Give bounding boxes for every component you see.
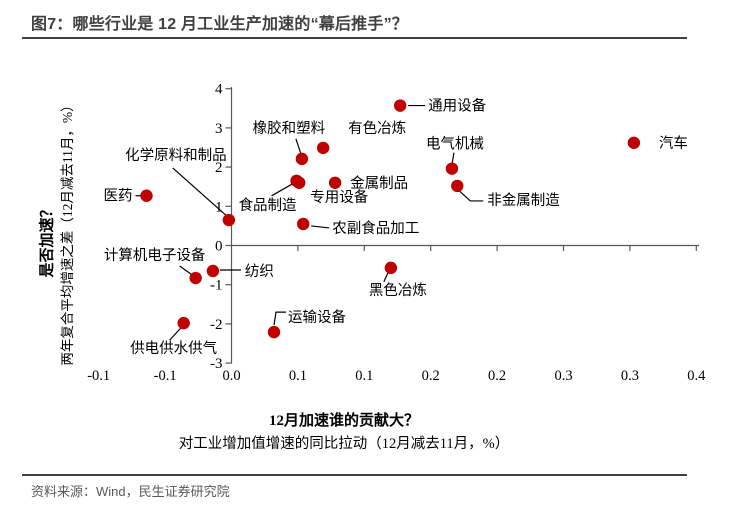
- footer-divider: [22, 474, 687, 476]
- point-label-供电供水供气: 供电供水供气: [130, 340, 217, 357]
- leader-line-非金属制造: [457, 189, 484, 202]
- x-tick-label: 0.2: [488, 368, 506, 384]
- point-label-计算机电子设备: 计算机电子设备: [104, 247, 206, 264]
- x-tick-label: 0.4: [687, 368, 706, 384]
- data-point-运输设备: [267, 325, 281, 339]
- x-tick-label: 0.3: [621, 368, 639, 384]
- leader-line-黑色冶炼: [383, 272, 389, 283]
- y-tick-label: 3: [215, 121, 223, 137]
- point-label-黑色冶炼: 黑色冶炼: [369, 282, 427, 299]
- x-tick-label: -0.1: [87, 368, 110, 384]
- data-point-汽车: [627, 136, 641, 149]
- point-label-橡胶和塑料: 橡胶和塑料: [253, 120, 326, 137]
- x-tick-label: 0.2: [422, 368, 440, 384]
- x-tick-label: -0.1: [154, 368, 177, 384]
- leader-line-橡胶和塑料: [295, 138, 302, 155]
- point-label-汽车: 汽车: [659, 135, 688, 152]
- data-point-黑色冶炼: [384, 261, 398, 275]
- x-tick-label: 0.3: [554, 368, 572, 384]
- y-tick-label: 2: [215, 160, 223, 176]
- point-label-纺织: 纺织: [245, 263, 274, 280]
- figure-title: 图7：哪些行业是 12 月工业生产加速的“幕后推手”？: [31, 16, 408, 33]
- leader-line-化学原料和制品: [172, 167, 228, 217]
- y-tick-label: 0: [215, 239, 223, 255]
- y-axis-title-bold: 是否加速？: [39, 202, 56, 278]
- y-tick-label: 1: [215, 199, 223, 215]
- leader-line-运输设备: [273, 311, 286, 326]
- point-label-医药: 医药: [104, 188, 133, 205]
- data-point-医药: [140, 189, 153, 202]
- data-point-计算机电子设备: [189, 271, 202, 285]
- data-point-纺织: [206, 264, 220, 278]
- x-tick-label: 0.1: [355, 368, 373, 384]
- leader-line-食品制造: [271, 183, 293, 197]
- x-tick-label: 0.1: [289, 368, 307, 384]
- data-point-农副食品加工: [297, 217, 310, 231]
- point-label-金属制品: 金属制品: [350, 175, 408, 192]
- title-divider: [22, 37, 687, 39]
- point-label-电气机械: 电气机械: [426, 136, 484, 153]
- data-point-供电供水供气: [177, 316, 190, 330]
- x-tick-label: 0.0: [222, 368, 240, 384]
- x-axis-title-bold: 12月加速谁的贡献大？: [268, 413, 419, 429]
- y-tick-label: -3: [210, 356, 223, 372]
- point-label-运输设备: 运输设备: [288, 309, 346, 326]
- data-point-橡胶和塑料: [295, 152, 309, 166]
- data-point-化学原料和制品: [222, 213, 236, 227]
- leader-line-农副食品加工: [311, 225, 330, 229]
- data-point-电气机械: [445, 162, 459, 175]
- data-point-通用设备: [393, 99, 407, 112]
- x-axis-title-sub: 对工业增加值增速的同比拉动（12月减去11月，%）: [178, 436, 510, 452]
- point-label-通用设备: 通用设备: [428, 98, 486, 115]
- point-label-专用设备: 专用设备: [310, 189, 368, 206]
- point-label-食品制造: 食品制造: [239, 197, 297, 214]
- data-point-非金属制造: [451, 179, 464, 193]
- point-label-化学原料和制品: 化学原料和制品: [125, 147, 227, 164]
- y-tick-label: -2: [210, 317, 223, 333]
- point-label-非金属制造: 非金属制造: [487, 192, 560, 209]
- data-point-有色冶炼: [316, 141, 330, 155]
- y-tick-label: -1: [210, 278, 223, 294]
- source-note: 资料来源：Wind，民生证券研究院: [31, 484, 230, 499]
- point-label-农副食品加工: 农副食品加工: [332, 220, 419, 237]
- data-point-金属制品: [328, 176, 342, 189]
- data-point-食品制造: [290, 174, 303, 188]
- y-axis-title-sub: 两年复合平均增速之差（12月减去11月，%）: [60, 98, 75, 366]
- point-label-有色冶炼: 有色冶炼: [348, 120, 406, 137]
- leader-line-供电供水供气: [169, 327, 182, 341]
- y-tick-label: 4: [215, 82, 223, 98]
